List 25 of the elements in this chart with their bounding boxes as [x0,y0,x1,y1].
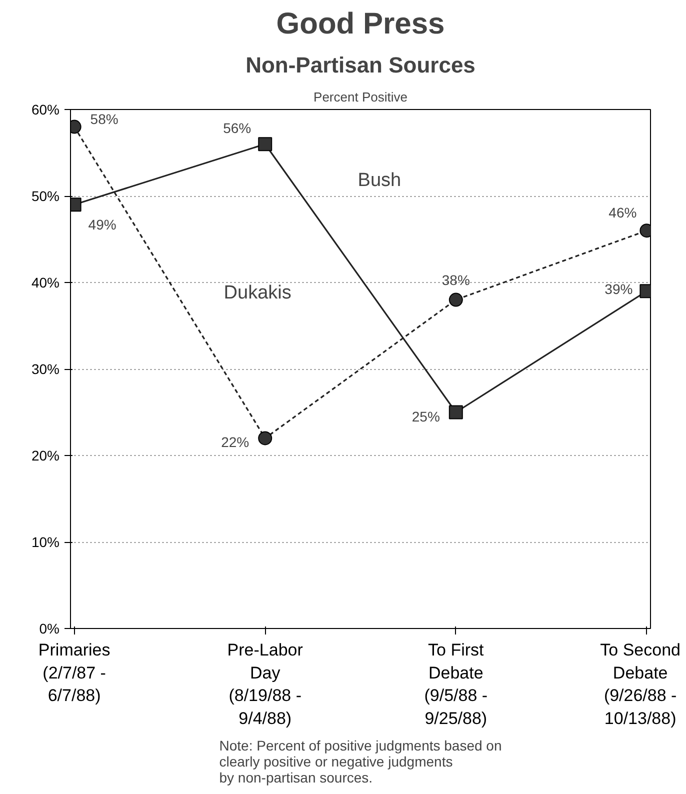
y-tick-label: 60% [31,102,60,118]
data-label: 49% [88,216,116,233]
chart-subtitle: Non-Partisan Sources [246,52,476,78]
x-tick-label: Primaries (2/7/87 - 6/7/88) [38,640,110,706]
text: Bush [358,170,402,192]
x-tick-label: To Second Debate (9/26/88 - 10/13/88) [600,640,681,728]
y-tick-label: 0% [39,620,60,636]
y-tick-label: 50% [31,188,60,204]
text: Note: Percent of positive judgments based on clearly positive or negative judgments by non-partisan sources. [219,738,502,786]
data-label: 39% [604,281,633,298]
x-tick-label: Pre-Labor Day (8/19/88 - 9/4/88) [227,640,304,728]
data-label: 25% [412,408,440,424]
data-label: 56% [223,120,252,136]
data-label: 38% [442,272,470,288]
data-label: 46% [608,204,637,221]
y-tick-label: 10% [31,534,60,550]
y-tick-label: 30% [31,361,60,377]
y-tick-label: 40% [31,274,60,290]
y-tick-label: 20% [31,448,60,464]
data-label: 58% [90,110,118,127]
x-tick-label: To First Debate (9/5/88 - 9/25/88) [424,640,488,728]
y-axis-title: Percent Positive [314,90,408,104]
chart-title: Good Press [276,8,445,40]
series-label: Dukakis [224,282,292,304]
data-label: 22% [221,434,250,450]
